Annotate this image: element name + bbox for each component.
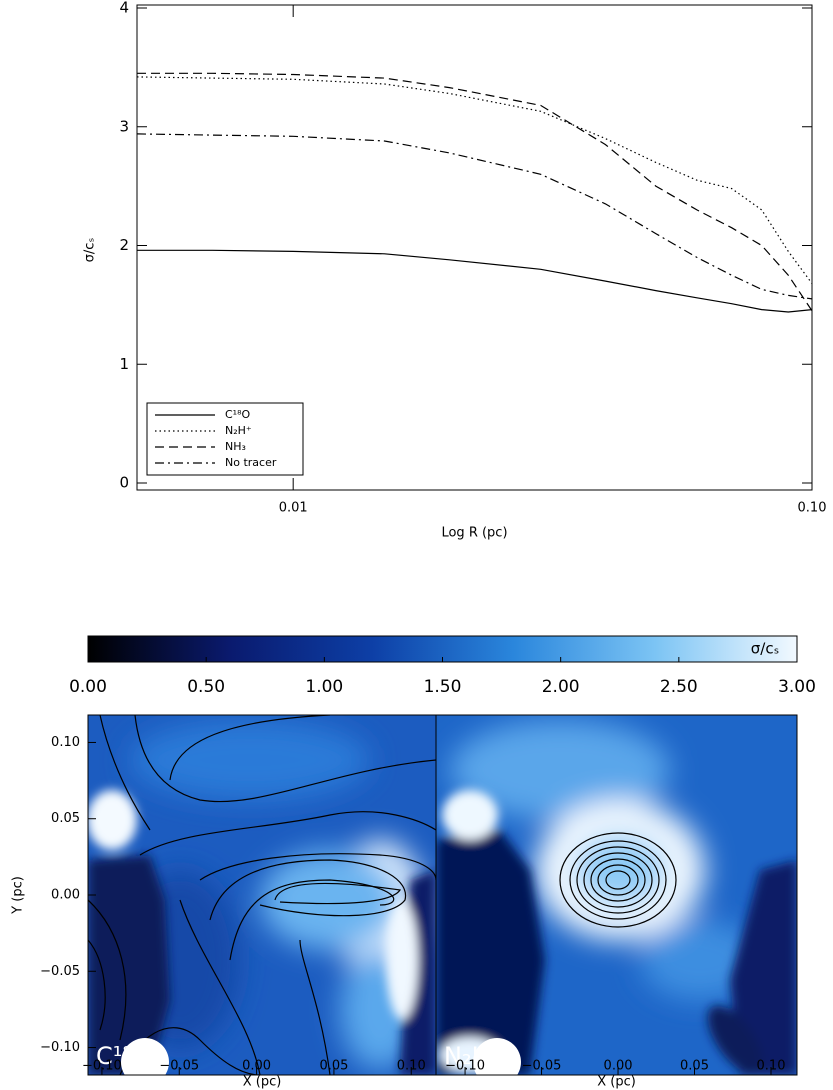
y-tick-label: 4 bbox=[119, 0, 129, 17]
map-right bbox=[436, 715, 797, 1075]
y-tick-label: 0.10 bbox=[51, 735, 80, 750]
y-tick-label: −0.05 bbox=[40, 964, 80, 979]
y-tick-label: 0 bbox=[119, 474, 129, 492]
colorbar-label: σ/cₛ bbox=[751, 640, 779, 658]
x-tick-label: −0.05 bbox=[522, 1059, 562, 1074]
series-line bbox=[136, 133, 813, 300]
colorbar-tick-label: 1.00 bbox=[305, 677, 343, 697]
x-tick-label: 0.00 bbox=[604, 1059, 633, 1074]
series-line bbox=[136, 76, 813, 284]
legend-label: C¹⁸O bbox=[225, 408, 251, 421]
x-tick-label: −0.10 bbox=[445, 1059, 485, 1074]
legend-label: N₂H⁺ bbox=[225, 424, 252, 437]
colorbar-tick-label: 2.50 bbox=[660, 677, 698, 697]
x-axis-label: X (pc) bbox=[243, 1075, 282, 1090]
x-tick-label: 0.05 bbox=[680, 1059, 709, 1074]
y-axis-label: σ/cₛ bbox=[83, 238, 98, 263]
x-tick-label: 0.10 bbox=[397, 1059, 426, 1074]
colorbar-tick-label: 3.00 bbox=[778, 677, 816, 697]
x-tick-label: 0.10 bbox=[798, 501, 827, 516]
y-tick-label: 1 bbox=[119, 355, 129, 373]
x-tick-label: −0.10 bbox=[82, 1059, 122, 1074]
x-tick-label: 0.00 bbox=[242, 1059, 271, 1074]
panel-frame bbox=[435, 714, 798, 1076]
y-tick-label: 0.05 bbox=[51, 811, 80, 826]
x-tick-label: 0.10 bbox=[757, 1059, 786, 1074]
plot-frame bbox=[136, 4, 813, 491]
x-tick-label: 0.05 bbox=[319, 1059, 348, 1074]
colorbar-tick-label: 0.00 bbox=[69, 677, 107, 697]
colorbar-tick-label: 0.50 bbox=[187, 677, 225, 697]
y-tick-label: −0.10 bbox=[40, 1040, 80, 1055]
colorbar-tick-label: 2.00 bbox=[542, 677, 580, 697]
x-tick-label: −0.05 bbox=[159, 1059, 199, 1074]
y-tick-label: 0.00 bbox=[51, 888, 80, 903]
series-line bbox=[137, 72, 813, 312]
x-axis-label: Log R (pc) bbox=[441, 526, 507, 541]
x-tick-label: 0.01 bbox=[279, 501, 308, 516]
panel-label: C¹⁸O bbox=[96, 1042, 151, 1070]
colorbar-tick-label: 1.50 bbox=[424, 677, 462, 697]
y-axis-label: Y (pc) bbox=[11, 876, 26, 915]
legend-label: No tracer bbox=[225, 456, 277, 469]
legend-label: NH₃ bbox=[225, 440, 246, 453]
series-line bbox=[137, 249, 813, 313]
x-axis-label: X (pc) bbox=[597, 1075, 636, 1090]
panel-label: N₂H⁺ bbox=[444, 1042, 502, 1070]
y-tick-label: 3 bbox=[119, 117, 129, 135]
y-tick-label: 2 bbox=[119, 236, 129, 254]
map-left bbox=[88, 715, 436, 1075]
